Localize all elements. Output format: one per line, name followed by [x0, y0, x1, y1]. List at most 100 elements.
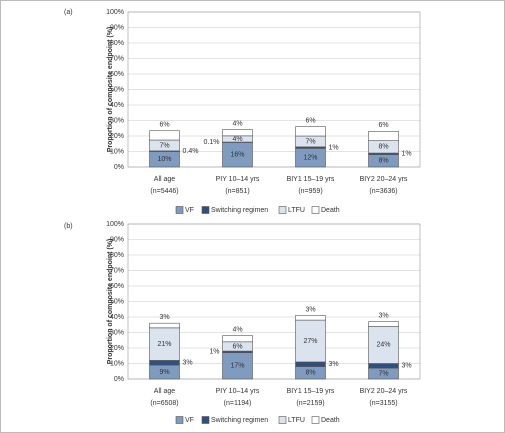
y-tick-label: 60% — [110, 283, 124, 290]
legend-swatch — [311, 206, 320, 214]
x-tick-label: (n=6508) — [150, 400, 178, 407]
value-label: 3% — [329, 361, 339, 368]
value-label: 24% — [376, 342, 390, 349]
value-label: 7% — [378, 370, 388, 377]
bar-segment — [222, 335, 253, 343]
legend-swatch — [201, 416, 210, 424]
y-tick-label: 90% — [110, 24, 124, 31]
value-label: 8% — [378, 158, 388, 165]
y-axis-label: Proportion of composite endpoint (%) — [107, 239, 114, 365]
value-label: 6% — [305, 118, 315, 125]
y-tick-label: 20% — [110, 133, 124, 140]
value-label: 21% — [157, 341, 171, 348]
y-tick-label: 10% — [110, 360, 124, 367]
plot-frame — [127, 11, 421, 168]
x-tick-label: BIY1 15–19 yrs — [287, 176, 335, 183]
x-tick-label: (n=2159) — [296, 400, 324, 407]
bar-segment — [222, 129, 253, 137]
value-label: 4% — [232, 120, 242, 127]
bar-segment — [295, 315, 326, 321]
panel-label: (a) — [64, 9, 73, 16]
value-label: 3% — [378, 312, 388, 319]
x-tick-label: (n=5446) — [150, 188, 178, 195]
legend-swatch — [311, 416, 320, 424]
y-tick-label: 50% — [110, 298, 124, 305]
value-label: 1% — [329, 144, 339, 151]
y-tick-label: 80% — [110, 40, 124, 47]
value-label: 6% — [232, 343, 242, 350]
value-label: 6% — [159, 122, 169, 129]
y-tick-label: 10% — [110, 148, 124, 155]
value-label: 4% — [232, 136, 242, 143]
x-tick-label: BIY2 20–24 yrs — [360, 176, 408, 183]
y-tick-label: 40% — [110, 102, 124, 109]
x-tick-label: PIY 10–14 yrs — [216, 176, 260, 183]
value-label: 1% — [402, 151, 412, 158]
value-label: 0.4% — [183, 148, 199, 155]
y-tick-label: 100% — [106, 9, 124, 16]
y-tick-label: 60% — [110, 71, 124, 78]
legend-swatch — [175, 206, 184, 214]
value-label: 3% — [183, 360, 193, 367]
bar-segment — [222, 141, 253, 168]
bar-segment — [149, 360, 180, 366]
legend-swatch — [201, 206, 210, 214]
bar-segment — [368, 321, 399, 327]
legend-swatch — [175, 416, 184, 424]
value-label: 6% — [378, 122, 388, 129]
value-label: 3% — [159, 314, 169, 321]
legend-label: Death — [321, 207, 340, 214]
value-label: 17% — [230, 363, 244, 370]
value-label: 1% — [209, 349, 219, 356]
y-tick-label: 0% — [114, 164, 124, 171]
x-tick-label: BIY2 20–24 yrs — [360, 388, 408, 395]
y-tick-label: 90% — [110, 236, 124, 243]
value-label: 9% — [159, 369, 169, 376]
value-label: 12% — [303, 155, 317, 162]
value-label: 3% — [305, 306, 315, 313]
x-tick-label: (n=959) — [298, 188, 322, 195]
legend-label: LTFU — [288, 207, 305, 214]
y-tick-label: 80% — [110, 252, 124, 259]
bar-segment — [295, 126, 326, 137]
bar-segment — [149, 130, 180, 141]
value-label: 3% — [402, 363, 412, 370]
value-label: 7% — [305, 138, 315, 145]
bar-segment — [295, 319, 326, 363]
value-label: 7% — [159, 142, 169, 149]
x-tick-label: All age — [154, 176, 176, 183]
value-label: 8% — [378, 144, 388, 151]
legend-label: LTFU — [288, 417, 305, 424]
value-label: 8% — [305, 370, 315, 377]
y-tick-label: 30% — [110, 329, 124, 336]
value-label: 16% — [230, 151, 244, 158]
value-label: 4% — [232, 326, 242, 333]
legend-label: Switching regimen — [211, 207, 268, 214]
x-tick-label: All age — [154, 388, 176, 395]
y-tick-label: 30% — [110, 117, 124, 124]
legend-label: VF — [185, 417, 194, 424]
bar-segment — [295, 361, 326, 367]
y-tick-label: 70% — [110, 55, 124, 62]
x-tick-label: (n=3155) — [369, 400, 397, 407]
bar-segment — [149, 327, 180, 361]
y-tick-label: 20% — [110, 345, 124, 352]
value-label: 27% — [303, 338, 317, 345]
y-axis-label: Proportion of composite endpoint (%) — [107, 27, 114, 153]
y-tick-label: 100% — [106, 221, 124, 228]
value-label: 0.1% — [204, 139, 220, 146]
x-tick-label: PIY 10–14 yrs — [216, 388, 260, 395]
bar-segment — [149, 322, 180, 329]
plot-frame — [127, 223, 421, 380]
x-tick-label: BIY1 15–19 yrs — [287, 388, 335, 395]
x-tick-label: (n=1194) — [224, 400, 252, 407]
legend-label: Switching regimen — [211, 417, 268, 424]
value-label: 10% — [157, 156, 171, 163]
legend-label: Death — [321, 417, 340, 424]
bar-segment — [368, 363, 399, 369]
panel-label: (b) — [64, 223, 73, 230]
legend-swatch — [278, 206, 287, 214]
legend-swatch — [278, 416, 287, 424]
bar-segment — [368, 325, 399, 364]
